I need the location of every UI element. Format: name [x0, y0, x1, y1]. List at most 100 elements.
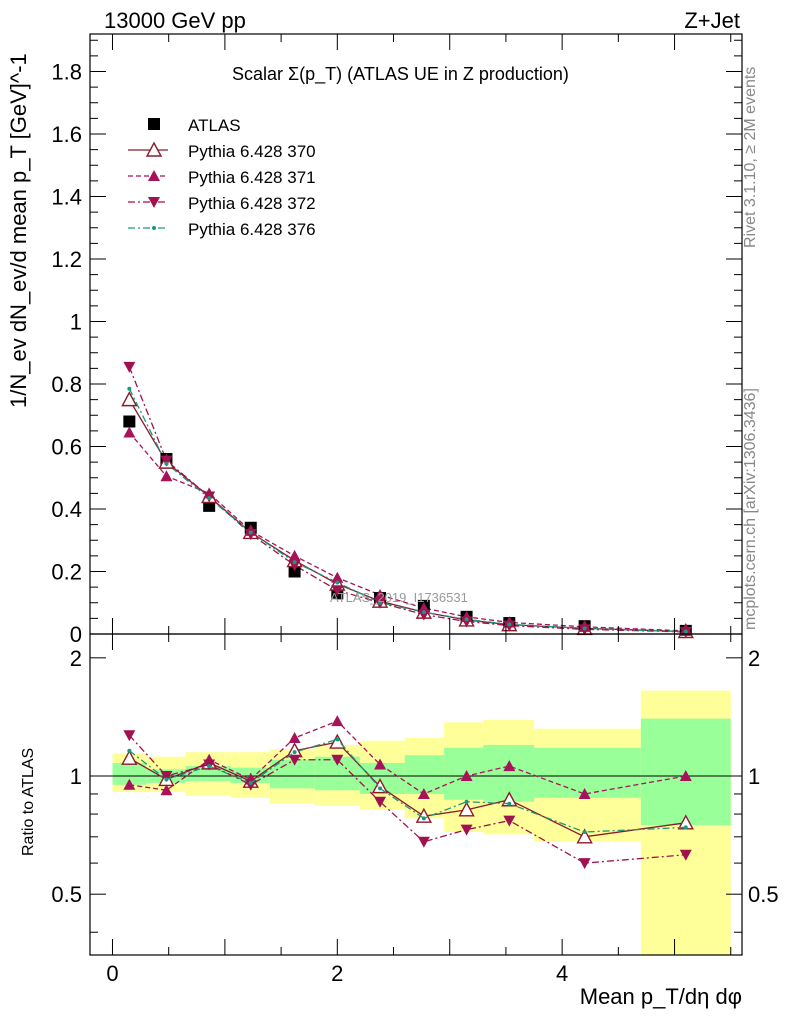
- main-data-point: [292, 560, 297, 565]
- ratio-series-line: [128, 734, 686, 864]
- ratio-data-point: [417, 836, 430, 848]
- main-data-point: [421, 610, 426, 615]
- main-data-point: [207, 496, 212, 501]
- ratio-data-point: [331, 715, 344, 727]
- ratio-data-point: [160, 784, 173, 796]
- main-data-point: [335, 580, 340, 585]
- ratio-series-line: [129, 720, 686, 795]
- ratio-data-point: [248, 780, 253, 785]
- stat-band-bin: [112, 762, 147, 785]
- main-data-point: [288, 560, 301, 572]
- legend-marker: [148, 170, 160, 181]
- main-series-line: [128, 388, 686, 633]
- legend-marker: [148, 197, 160, 208]
- legend-label: Pythia 6.428 370: [188, 142, 316, 161]
- legend-label: Pythia 6.428 372: [188, 194, 316, 213]
- stat-band-bin: [404, 755, 445, 794]
- ratio-series-line: [128, 738, 686, 833]
- ratio-data-point: [458, 801, 475, 817]
- ratio-data-point: [292, 750, 297, 755]
- ratio-data-point: [679, 849, 692, 861]
- main-data-point: [683, 629, 688, 634]
- x-axis-label: Mean p_T/dη dφ: [579, 984, 742, 1009]
- x-tick-label: 0: [106, 961, 118, 986]
- ratio-data-point: [578, 787, 591, 799]
- ratio-data-point: [331, 754, 344, 766]
- ratio-data-point: [503, 760, 516, 772]
- ratio-data-point: [335, 737, 340, 742]
- ratio-y-tick-label-right: 0.5: [748, 882, 779, 907]
- ratio-data-point: [127, 748, 132, 753]
- energy-label: 13000 GeV pp: [104, 8, 246, 33]
- ratio-data-point: [288, 731, 301, 743]
- ratio-data-point: [501, 791, 518, 807]
- ratio-data-point: [421, 816, 426, 821]
- analysis-watermark: ATLAS_2019_I1736531: [330, 590, 468, 605]
- main-data-point: [464, 617, 469, 622]
- ratio-y-tick-label-right: 2: [748, 646, 760, 671]
- ratio-y-tick-label: 1: [70, 764, 82, 789]
- ratio-data-point: [164, 777, 169, 782]
- main-data-point: [123, 361, 136, 373]
- legend-marker: [145, 141, 163, 157]
- main-y-tick-label: 1.8: [51, 60, 82, 85]
- ratio-data-point: [679, 770, 692, 782]
- ratio-data-point: [123, 730, 136, 742]
- main-data-point: [244, 529, 257, 540]
- legend-label: ATLAS: [188, 116, 241, 135]
- main-data-point: [123, 426, 136, 438]
- main-y-tick-label: 0.4: [51, 497, 82, 522]
- main-y-tick-label: 1.4: [51, 185, 82, 210]
- ratio-data-point: [417, 787, 430, 799]
- legend-marker: [148, 118, 160, 130]
- ratio-data-point: [244, 779, 257, 791]
- ratio-data-point: [503, 815, 516, 827]
- legend-label: Pythia 6.428 376: [188, 220, 316, 239]
- main-y-tick-label: 0: [70, 622, 82, 647]
- x-tick-label: 4: [556, 961, 568, 986]
- ratio-y-tick-label: 2: [70, 646, 82, 671]
- ratio-data-point: [507, 801, 512, 806]
- ratio-data-point: [460, 824, 473, 836]
- ratio-data-point: [378, 786, 383, 791]
- rivet-version-label: Rivet 3.1.10, ≥ 2M events: [742, 66, 759, 248]
- main-data-point: [248, 530, 253, 535]
- main-data-point: [123, 415, 136, 428]
- ratio-y-tick-label: 0.5: [51, 882, 82, 907]
- ratio-data-point: [464, 799, 469, 804]
- ratio-y-tick-label-right: 1: [748, 764, 760, 789]
- ratio-data-point: [207, 764, 212, 769]
- main-y-tick-label: 1.6: [51, 122, 82, 147]
- stat-band-bin: [483, 744, 535, 802]
- stat-band-bin: [534, 747, 641, 798]
- ratio-data-point: [371, 778, 389, 794]
- ratio-data-point: [374, 758, 387, 770]
- ratio-data-point: [460, 770, 473, 782]
- ratio-data-point: [329, 733, 346, 749]
- main-plot-title: Scalar Σ(p_T) (ATLAS UE in Z production): [232, 64, 569, 84]
- main-data-point: [127, 386, 132, 391]
- main-data-point: [582, 626, 587, 631]
- main-y-tick-label: 1: [70, 310, 82, 335]
- main-data-point: [121, 391, 138, 407]
- main-data-point: [417, 609, 430, 621]
- ratio-y-axis-label: Ratio to ATLAS: [20, 747, 37, 856]
- ratio-data-point: [576, 828, 593, 844]
- legend-label: Pythia 6.428 371: [188, 168, 316, 187]
- ratio-data-point: [288, 754, 301, 766]
- main-data-point: [288, 565, 301, 578]
- main-y-tick-label: 1.2: [51, 247, 82, 272]
- main-data-point: [288, 549, 301, 561]
- main-data-point: [331, 571, 344, 583]
- main-data-point: [164, 461, 169, 466]
- main-data-point: [160, 470, 173, 482]
- ratio-data-point: [123, 778, 136, 790]
- ratio-data-point: [121, 749, 138, 765]
- main-y-axis-label: 1/N_ev dN_ev/d mean p_T [GeV]^-1: [6, 53, 31, 408]
- x-tick-label: 2: [331, 961, 343, 986]
- ratio-data-point: [578, 858, 591, 870]
- main-data-point: [160, 455, 173, 467]
- legend-marker: [152, 226, 156, 230]
- main-y-tick-label: 0.8: [51, 372, 82, 397]
